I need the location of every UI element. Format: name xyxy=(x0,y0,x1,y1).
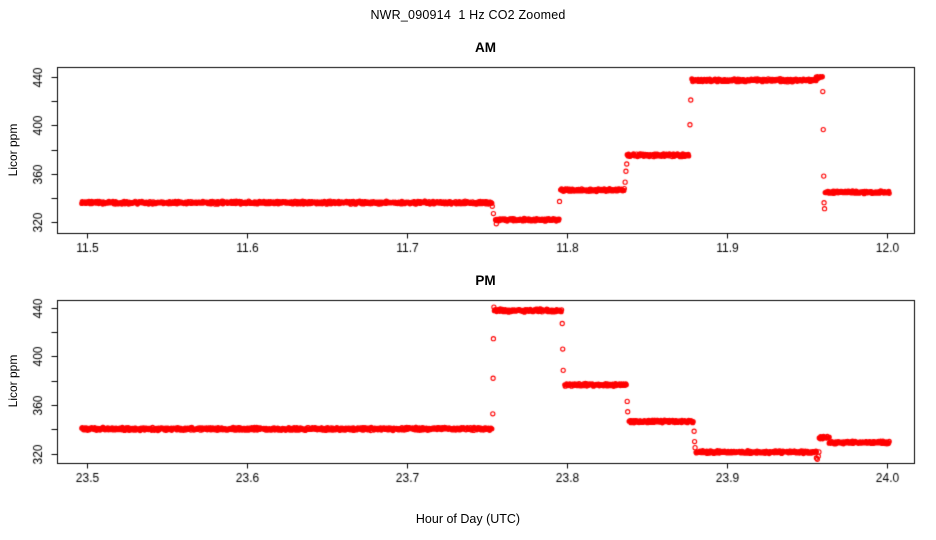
y-axis-label-pm-text: Licor ppm xyxy=(6,354,20,408)
panel-title-pm: PM xyxy=(475,273,496,288)
y-axis-label-am-text: Licor ppm xyxy=(6,123,20,177)
panel-title-am: AM xyxy=(475,40,496,55)
main-title: NWR_090914 1 Hz CO2 Zoomed xyxy=(370,8,566,22)
x-axis-label: Hour of Day (UTC) xyxy=(415,512,521,526)
